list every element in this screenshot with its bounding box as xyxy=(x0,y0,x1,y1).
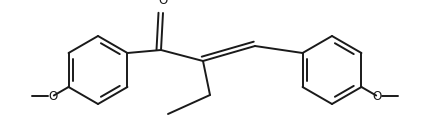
Text: O: O xyxy=(159,0,167,7)
Text: O: O xyxy=(48,90,58,103)
Text: O: O xyxy=(373,90,382,103)
